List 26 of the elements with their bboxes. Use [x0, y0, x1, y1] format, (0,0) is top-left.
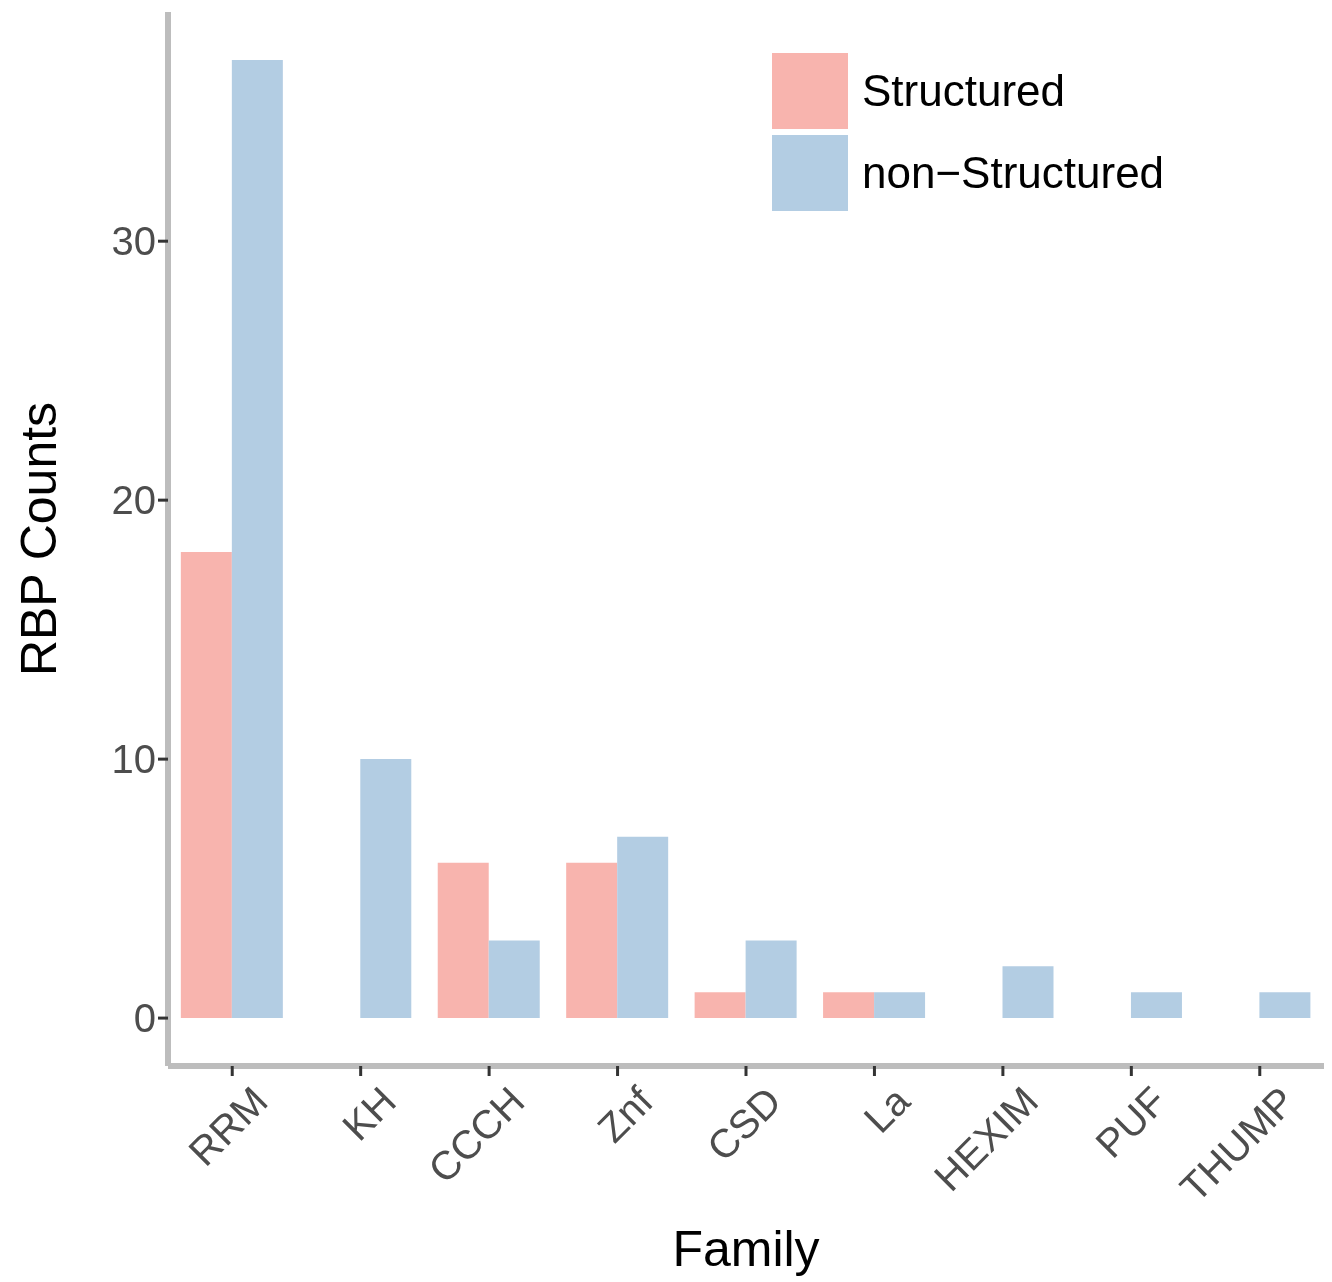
bar [231, 59, 283, 1019]
y-axis-title: RBP Counts [10, 401, 67, 677]
x-tick-label: KH [333, 1078, 405, 1149]
bar [1002, 966, 1054, 1019]
bar [566, 862, 618, 1019]
x-axis-title: Family [672, 1221, 820, 1277]
legend-label: non−Structured [862, 148, 1165, 198]
bar [694, 992, 746, 1019]
bar [1259, 992, 1311, 1019]
bar [823, 992, 875, 1019]
x-tick-label: La [855, 1077, 919, 1141]
bar [180, 551, 232, 1019]
bar [437, 862, 489, 1019]
x-tick-label: Znf [589, 1077, 662, 1151]
legend-label: Structured [862, 66, 1065, 116]
y-tick-label: 0 [133, 996, 156, 1041]
y-tick-label: 30 [111, 219, 156, 264]
bar [488, 940, 540, 1019]
bar [1130, 992, 1182, 1019]
bar [745, 940, 797, 1019]
y-tick-label: 20 [111, 478, 156, 523]
y-tick-label: 10 [111, 737, 156, 782]
x-tick-label: CSD [698, 1078, 790, 1170]
bar [617, 836, 669, 1019]
bar [360, 759, 412, 1019]
bar [874, 992, 926, 1019]
